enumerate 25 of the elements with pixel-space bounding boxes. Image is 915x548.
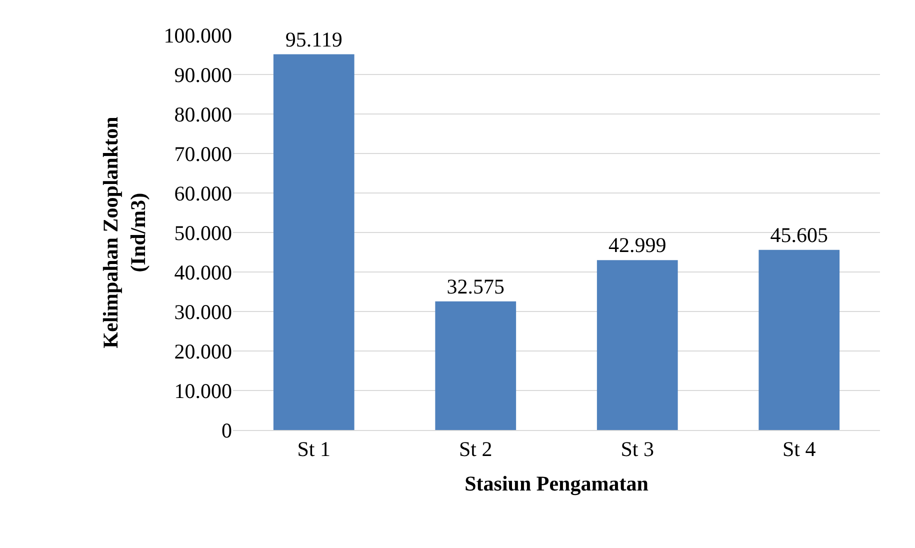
data-label: 32.575 [446, 274, 504, 298]
y-tick-label: 70.000 [174, 142, 232, 166]
data-label: 45.605 [770, 222, 828, 247]
y-tick-label: 20.000 [174, 339, 232, 364]
x-axis-title: Stasiun Pengamatan [464, 471, 649, 496]
y-axis-title: Kelimpahan Zooplankton (Ind/m3) [98, 116, 150, 348]
data-label: 42.999 [608, 233, 666, 258]
x-tick-label: St 1 [297, 437, 331, 462]
y-tick-label: 30.000 [174, 300, 232, 324]
y-tick-label: 40.000 [174, 260, 232, 284]
y-tick-label: 50.000 [174, 220, 232, 245]
x-tick-label: St 3 [620, 437, 654, 462]
y-tick-label: 80.000 [174, 102, 232, 126]
bar [596, 260, 678, 430]
y-tick-label: 0 [222, 418, 232, 442]
y-tick-label: 90.000 [174, 62, 232, 87]
x-tick-label: St 4 [782, 437, 816, 462]
bar [435, 301, 516, 430]
y-tick-label: 10.000 [174, 378, 232, 403]
y-tick-label: 100.000 [164, 23, 232, 48]
y-tick-label: 60.000 [174, 181, 232, 206]
data-label: 95.119 [285, 27, 342, 52]
bar [273, 54, 354, 430]
bar [758, 250, 840, 430]
x-tick-label: St 2 [458, 437, 492, 462]
